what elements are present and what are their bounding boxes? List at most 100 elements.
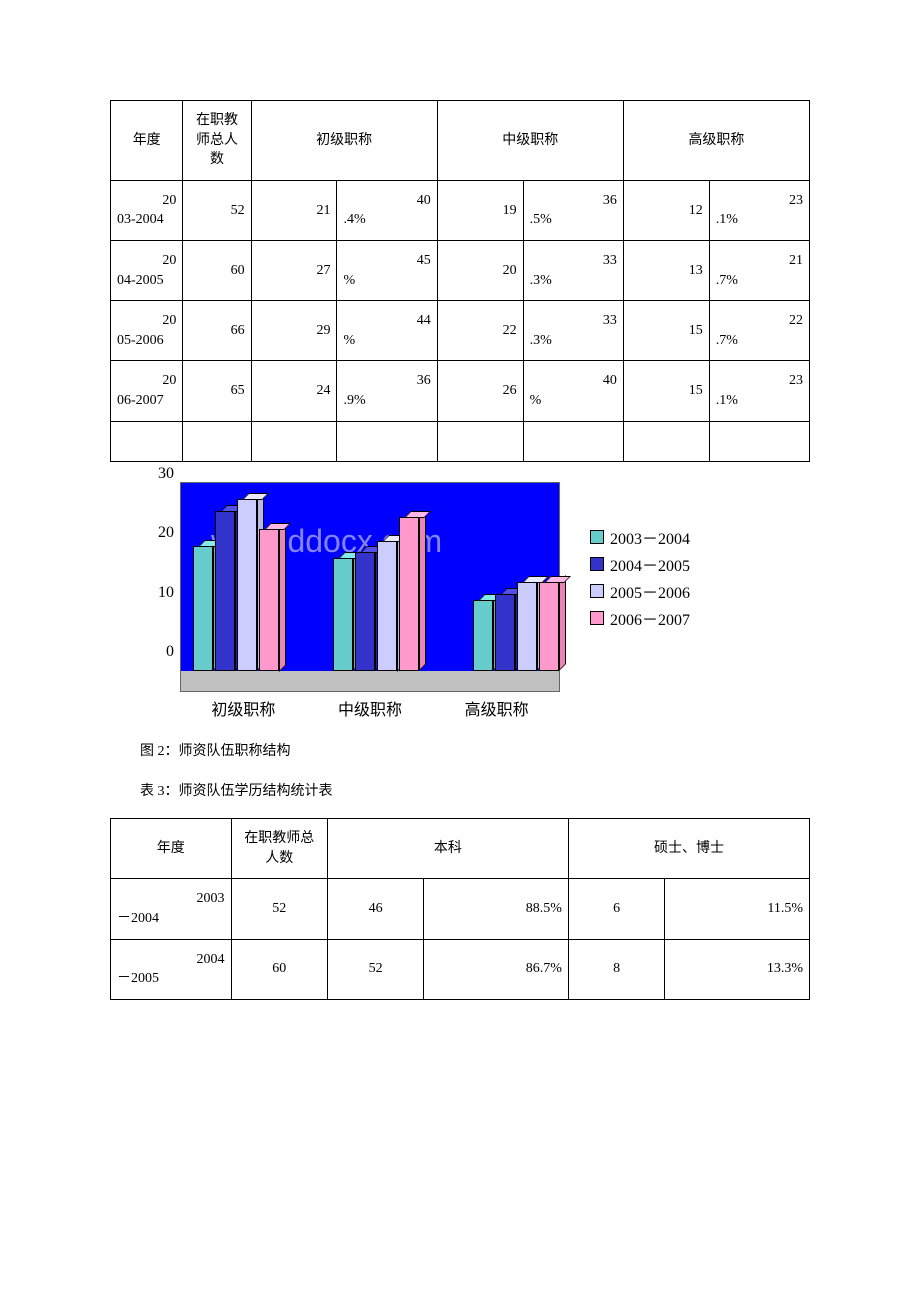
cell-senior-p: 22.7% [709, 301, 809, 361]
table-title-structure: 年度 在职教师总人数 初级职称 中级职称 高级职称 2003-2004 52 2… [110, 100, 810, 462]
cell-mid-n: 20 [437, 240, 523, 300]
table-caption: 表 3：师资队伍学历结构统计表 [140, 780, 810, 800]
th-postgrad-text: 硕士、博士 [654, 841, 724, 856]
cell-senior-n: 15 [623, 301, 709, 361]
cell-ug-p: 88.5% [424, 879, 569, 939]
year-top: 20 [117, 371, 176, 391]
year-bot: 04-2005 [117, 271, 176, 291]
pct-bot: .3% [530, 271, 617, 291]
empty-cell [183, 421, 251, 462]
th-total-text: 在职教师总人数 [244, 831, 314, 866]
cell-mid-p: 33.3% [523, 301, 623, 361]
cell-year: 2004－2005 [111, 939, 232, 999]
empty-cell [523, 421, 623, 462]
th-total: 在职教师总人数 [183, 101, 251, 181]
pct-top: 22 [716, 311, 803, 331]
legend-item: 2006－2007 [590, 606, 690, 630]
table-row: 2003-2004 52 21 40.4% 19 36.5% 12 23.1% [111, 180, 810, 240]
y-tick-label: 0 [166, 643, 174, 661]
cell-total: 60 [231, 939, 327, 999]
cell-junior-p: 36.9% [337, 361, 437, 421]
chart-title-structure: 0102030 www.ddocx.com 初级职称中级职称高级职称 2003－… [140, 482, 810, 720]
cell-year: 2006-2007 [111, 361, 183, 421]
th-year-text: 年度 [157, 841, 185, 856]
cell-total: 66 [183, 301, 251, 361]
pct-top: 23 [716, 191, 803, 211]
chart-plot-area: 0102030 www.ddocx.com 初级职称中级职称高级职称 [180, 482, 560, 720]
bar [399, 517, 419, 671]
plot-floor [181, 671, 559, 691]
cell-senior-p: 23.1% [709, 180, 809, 240]
bar [193, 546, 213, 671]
cell-ug-n: 46 [327, 879, 423, 939]
pct-bot: .7% [716, 271, 803, 291]
cell-mid-p: 40% [523, 361, 623, 421]
cell-year: 2003－2004 [111, 879, 232, 939]
th-total: 在职教师总人数 [231, 819, 327, 879]
x-axis-label: 中级职称 [307, 696, 434, 720]
cell-year: 2003-2004 [111, 180, 183, 240]
pct-top: 33 [530, 251, 617, 271]
year-line1: 2004 [117, 950, 225, 970]
th-total-text: 在职教师总人数 [196, 113, 238, 167]
y-tick-label: 30 [158, 465, 174, 483]
figure-caption: 图 2：师资队伍职称结构 [140, 740, 810, 760]
th-senior-text: 高级职称 [688, 133, 744, 148]
pct-bot: % [343, 271, 430, 291]
cell-total: 52 [231, 879, 327, 939]
pct-top: 21 [716, 251, 803, 271]
cell-junior-p: 44% [337, 301, 437, 361]
bar [377, 541, 397, 672]
pct-top: 40 [530, 371, 617, 391]
year-bot: 05-2006 [117, 331, 176, 351]
year-bot: 06-2007 [117, 391, 176, 411]
legend-label: 2005－2006 [610, 579, 690, 603]
year-top: 20 [117, 251, 176, 271]
cell-mid-n: 19 [437, 180, 523, 240]
bar [517, 582, 537, 671]
empty-cell [251, 421, 337, 462]
year-top: 20 [117, 191, 176, 211]
cell-mid-n: 26 [437, 361, 523, 421]
plot-background: www.ddocx.com [180, 482, 560, 692]
cell-senior-p: 21.7% [709, 240, 809, 300]
pct-bot: .4% [343, 210, 430, 230]
cell-mid-p: 36.5% [523, 180, 623, 240]
pct-top: 23 [716, 371, 803, 391]
cell-senior-n: 12 [623, 180, 709, 240]
bar [237, 499, 257, 671]
legend-item: 2003－2004 [590, 525, 690, 549]
year-bot: 03-2004 [117, 210, 176, 230]
cell-junior-n: 24 [251, 361, 337, 421]
legend-label: 2004－2005 [610, 552, 690, 576]
bar [333, 558, 353, 671]
cell-junior-n: 29 [251, 301, 337, 361]
table-header-row: 年度 在职教师总人数 本科 硕士、博士 [111, 819, 810, 879]
table-row: 2006-2007 65 24 36.9% 26 40% 15 23.1% [111, 361, 810, 421]
cell-senior-p: 23.1% [709, 361, 809, 421]
cell-senior-n: 15 [623, 361, 709, 421]
bar [259, 529, 279, 672]
cell-ug-p: 86.7% [424, 939, 569, 999]
x-axis-label: 初级职称 [180, 696, 307, 720]
th-year: 年度 [111, 101, 183, 181]
pct-bot: % [530, 391, 617, 411]
cell-year: 2005-2006 [111, 301, 183, 361]
year-top: 20 [117, 311, 176, 331]
legend-item: 2005－2006 [590, 579, 690, 603]
pct-bot: .1% [716, 210, 803, 230]
y-tick-label: 20 [158, 524, 174, 542]
empty-cell [623, 421, 709, 462]
cell-year: 2004-2005 [111, 240, 183, 300]
cell-pg-p: 11.5% [665, 879, 810, 939]
cell-junior-n: 27 [251, 240, 337, 300]
th-postgrad: 硕士、博士 [568, 819, 809, 879]
empty-cell [437, 421, 523, 462]
cell-ug-n: 52 [327, 939, 423, 999]
empty-cell [709, 421, 809, 462]
year-line1: 2003 [117, 889, 225, 909]
table-education-structure: 年度 在职教师总人数 本科 硕士、博士 2003－2004 52 46 88.5… [110, 818, 810, 1000]
bar [355, 552, 375, 671]
pct-bot: .9% [343, 391, 430, 411]
year-line2: －2005 [117, 969, 225, 989]
